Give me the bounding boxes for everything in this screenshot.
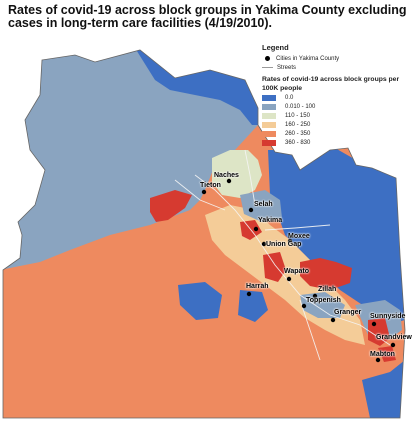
- legend-heading: Legend: [262, 43, 289, 52]
- region-mabton-high: [378, 346, 396, 362]
- city-point-grandview: [390, 342, 396, 348]
- city-label-wapato: Wapato: [284, 268, 310, 275]
- legend-class-label: 160 - 250: [285, 121, 311, 128]
- city-label-naches: Naches: [214, 172, 239, 179]
- legend-class-label: 0.010 - 100: [285, 103, 316, 110]
- region-valley-grey-2: [300, 292, 345, 318]
- region-moxee-high: [300, 258, 352, 290]
- city-label-granger: Granger: [334, 309, 362, 316]
- city-point-tieton: [201, 189, 207, 195]
- city-point-selah: [248, 207, 254, 213]
- city-point-granger: [330, 317, 336, 323]
- city-point-moxee: [287, 238, 293, 244]
- city-point-sunnyside: [371, 321, 377, 327]
- city-label-zillah: Zillah: [318, 286, 337, 293]
- legend-class-label: 0.0: [285, 94, 294, 101]
- city-label-sunnyside: Sunnyside: [370, 313, 406, 320]
- legend-class-row: 260 - 350: [262, 129, 412, 138]
- legend-cities-row: Cities in Yakima County: [262, 54, 412, 63]
- legend-swatch: [262, 139, 276, 146]
- legend-class-row: 0.0: [262, 93, 412, 102]
- legend-swatch: [262, 130, 276, 137]
- legend-cities-label: Cities in Yakima County: [276, 55, 340, 62]
- region-valley-grey-1: [240, 190, 282, 222]
- region-wapato-high: [263, 252, 286, 282]
- region-east-zero: [268, 148, 405, 325]
- city-point-wapato: [286, 276, 292, 282]
- region-southeast-zero: [362, 360, 405, 418]
- city-label-moxee: Moxee: [288, 233, 310, 240]
- city-label-union-gap: Union Gap: [266, 241, 302, 248]
- street-line-icon: [262, 67, 273, 68]
- city-label-tieton: Tieton: [200, 182, 221, 189]
- legend-class-row: 360 - 830: [262, 138, 412, 147]
- city-point-yakima: [253, 226, 259, 232]
- city-point-zillah: [312, 293, 318, 299]
- city-label-grandview: Grandview: [376, 334, 412, 341]
- streets-layer: [174, 149, 391, 361]
- legend-rates-title: Rates of covid-19 across block groups pe…: [262, 76, 400, 92]
- region-tieton-high: [150, 190, 192, 222]
- region-harrah-zero: [178, 282, 222, 320]
- city-label-toppenish: Toppenish: [306, 297, 341, 304]
- legend-classes: 0.0 0.010 - 100 110 - 150 160 - 250 260 - 35…: [262, 93, 412, 147]
- city-point-icon: [265, 56, 270, 61]
- city-points: [201, 178, 396, 363]
- legend-class-label: 360 - 830: [285, 139, 311, 146]
- city-label-selah: Selah: [254, 201, 273, 208]
- legend-class-row: 110 - 150: [262, 111, 412, 120]
- map-title: Rates of covid-19 across block groups in…: [8, 3, 407, 30]
- city-point-mabton: [375, 357, 381, 363]
- map-legend: Legend Cities in Yakima County Streets R…: [262, 44, 412, 147]
- city-point-union-gap: [261, 241, 267, 247]
- city-label-yakima: Yakima: [258, 217, 283, 224]
- legend-class-row: 160 - 250: [262, 120, 412, 129]
- legend-swatch: [262, 112, 276, 119]
- city-point-naches: [226, 178, 232, 184]
- legend-swatch: [262, 103, 276, 110]
- legend-class-label: 110 - 150: [285, 112, 310, 119]
- legend-streets-label: Streets: [277, 64, 297, 71]
- region-wapato-zero: [238, 290, 268, 322]
- legend-swatch: [262, 94, 276, 101]
- legend-swatch: [262, 121, 276, 128]
- region-northwest: [3, 50, 258, 270]
- city-label-harrah: Harrah: [246, 283, 269, 290]
- legend-class-row: 0.010 - 100: [262, 102, 412, 111]
- county-boundary: [2, 49, 406, 419]
- city-label-mabton: Mabton: [370, 351, 395, 358]
- legend-streets-row: Streets: [262, 63, 412, 72]
- city-point-harrah: [246, 291, 252, 297]
- region-valley-light: [212, 150, 262, 198]
- city-point-toppenish: [301, 303, 307, 309]
- legend-class-label: 260 - 350: [285, 130, 311, 137]
